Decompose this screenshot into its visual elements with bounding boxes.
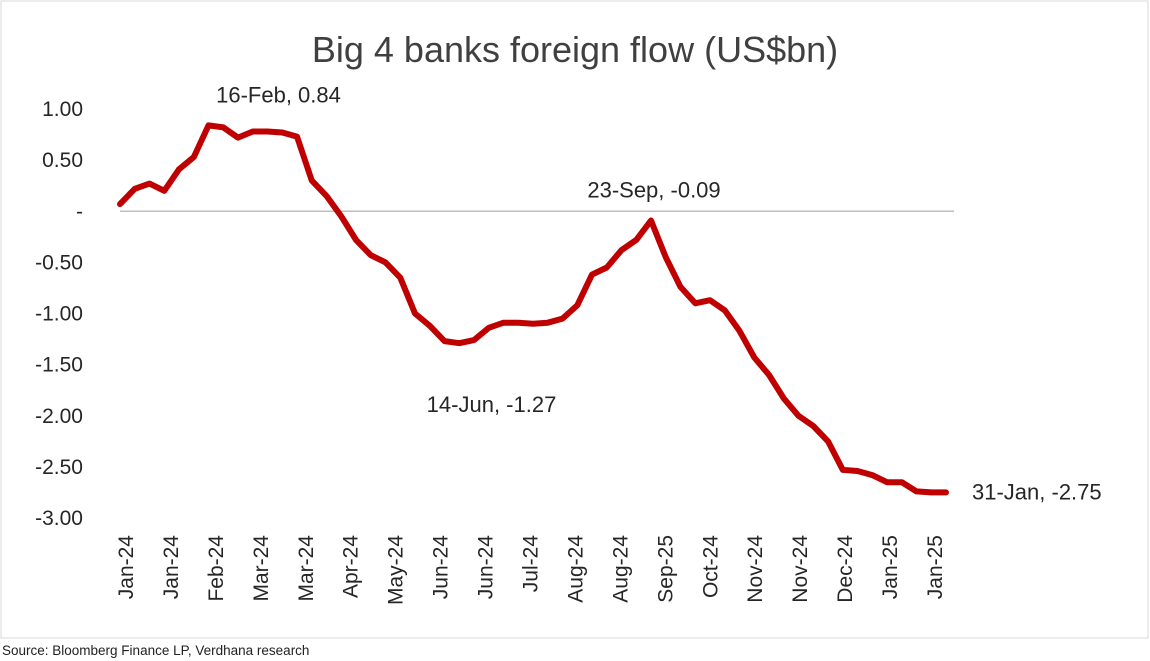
chart-title: Big 4 banks foreign flow (US$bn) [312, 29, 838, 70]
x-tick-label: Jun-24 [475, 535, 498, 600]
chart-border [0, 0, 1149, 639]
x-axis-labels: Jan-24 Jan-24 Feb-24 Mar-24 Mar-24 Apr-24 May-… [115, 535, 947, 605]
x-tick-label: Sep-25 [654, 535, 677, 603]
x-tick-label: Jan-25 [924, 535, 947, 599]
y-tick-label: -1.00 [35, 303, 83, 326]
data-label: 23-Sep, -0.09 [587, 177, 720, 202]
x-tick-label: Oct-24 [699, 535, 722, 598]
y-tick-label: - [76, 200, 83, 223]
x-tick-label: Jan-25 [879, 535, 902, 599]
annotations: 16-Feb, 0.84 14-Jun, -1.27 23-Sep, -0.09 31… [216, 82, 1102, 504]
x-tick-label: Nov-24 [744, 535, 767, 603]
y-tick-label: -0.50 [35, 251, 83, 274]
x-tick-label: Feb-24 [205, 535, 228, 602]
source-note: Source: Bloomberg Finance LP, Verdhana r… [2, 643, 310, 658]
y-tick-label: -2.50 [35, 456, 83, 479]
x-tick-label: Jul-24 [520, 535, 543, 593]
y-tick-label: 0.50 [42, 149, 83, 172]
y-tick-label: 1.00 [42, 98, 83, 121]
data-label: 31-Jan, -2.75 [972, 479, 1102, 504]
x-tick-label: Jun-24 [430, 535, 453, 600]
x-tick-label: Aug-24 [609, 535, 632, 603]
x-tick-label: Mar-24 [295, 535, 318, 602]
x-tick-label: Nov-24 [789, 535, 812, 603]
series-line [117, 122, 949, 496]
x-tick-label: Mar-24 [250, 535, 273, 602]
x-tick-label: May-24 [385, 535, 408, 605]
x-tick-label: Aug-24 [564, 535, 587, 603]
data-label: 14-Jun, -1.27 [427, 392, 557, 417]
chart: Big 4 banks foreign flow (US$bn) 1.00 0.5… [0, 0, 1149, 639]
x-tick-label: Jan-24 [160, 535, 183, 600]
y-tick-label: -1.50 [35, 354, 83, 377]
x-tick-label: Dec-24 [834, 535, 857, 603]
x-tick-label: Jan-24 [115, 535, 138, 600]
y-tick-label: -3.00 [35, 507, 83, 530]
data-label: 16-Feb, 0.84 [216, 82, 341, 107]
y-tick-label: -2.00 [35, 405, 83, 428]
y-axis-labels: 1.00 0.50 - -0.50 -1.00 -1.50 -2.00 -2.50 -3.00 [35, 98, 83, 530]
x-tick-label: Apr-24 [340, 535, 363, 598]
series-group [117, 122, 949, 496]
